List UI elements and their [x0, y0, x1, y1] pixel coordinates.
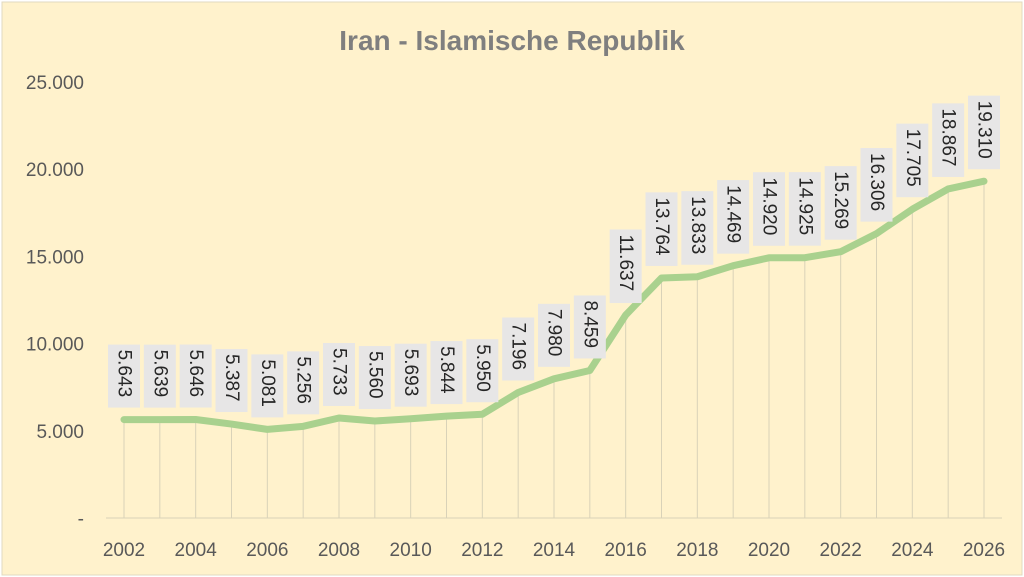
data-label-text: 5.643 [114, 350, 135, 398]
data-label-text: 5.639 [149, 350, 170, 398]
chart-title: Iran - Islamische Republik [339, 25, 685, 56]
data-label: 5.693 [394, 343, 427, 407]
data-label: 13.833 [681, 191, 714, 265]
data-label: 18.867 [932, 103, 965, 177]
data-label-text: 5.387 [221, 354, 242, 402]
x-tick-label: 2026 [963, 540, 1005, 561]
x-tick-label: 2008 [318, 540, 360, 561]
data-label: 17.705 [896, 123, 929, 198]
x-tick-label: 2016 [605, 540, 647, 561]
x-tick-label: 2010 [390, 540, 432, 561]
data-label-box [251, 354, 284, 418]
x-tick-label: 2004 [175, 540, 218, 561]
data-label: 14.925 [788, 172, 821, 246]
data-label-box [573, 295, 606, 359]
y-tick-label: 25.000 [26, 73, 84, 94]
data-label: 11.637 [609, 229, 642, 304]
y-tick-label: 10.000 [26, 335, 84, 356]
data-label-text: 14.925 [794, 177, 815, 235]
data-label-text: 5.733 [329, 348, 350, 396]
x-tick-label: 2018 [676, 540, 718, 561]
data-label-text: 15.269 [830, 171, 851, 229]
data-label: 5.639 [143, 344, 176, 408]
data-label-box [502, 317, 535, 381]
data-label: 15.269 [824, 166, 857, 240]
data-label-text: 5.693 [400, 349, 421, 397]
data-label-box [932, 103, 965, 177]
data-label-text: 5.950 [472, 344, 493, 392]
data-label-text: 8.459 [579, 300, 600, 348]
data-label-box [287, 351, 320, 415]
data-label-box [788, 172, 821, 246]
data-label-box [466, 339, 499, 403]
data-label: 19.310 [968, 95, 1000, 170]
y-tick-label: 15.000 [26, 247, 84, 268]
data-label-box [681, 191, 714, 265]
data-label-box [645, 192, 678, 266]
data-label-text: 5.560 [364, 351, 385, 399]
data-label-box [143, 344, 176, 408]
x-tick-label: 2002 [103, 540, 145, 561]
data-label-box [538, 303, 570, 367]
data-label: 5.844 [430, 341, 463, 405]
data-label-box [609, 229, 642, 304]
y-tick-label: 5.000 [36, 422, 84, 443]
data-label: 7.196 [502, 317, 535, 381]
data-label-box [968, 95, 1000, 170]
y-tick-label: 20.000 [26, 160, 84, 181]
x-tick-label: 2012 [461, 540, 503, 561]
data-label-box [358, 346, 391, 410]
data-label-text: 14.469 [723, 185, 744, 243]
data-label-text: 7.196 [508, 323, 529, 371]
data-label-box [323, 343, 355, 407]
data-label-text: 13.833 [687, 196, 708, 254]
data-label-text: 18.867 [938, 108, 959, 166]
data-label: 7.980 [538, 303, 570, 367]
series-line [120, 177, 988, 433]
data-label: 5.733 [323, 343, 355, 407]
x-tick-label: 2022 [820, 540, 862, 561]
data-label-box [824, 166, 857, 240]
x-tick-label: 2006 [246, 540, 288, 561]
data-label-text: 5.844 [436, 346, 457, 394]
data-label: 8.459 [573, 295, 606, 359]
data-label-text: 16.306 [866, 153, 887, 211]
data-label-box [860, 148, 893, 222]
data-label: 14.469 [717, 180, 750, 254]
data-label-box [179, 344, 212, 408]
data-label-box [215, 349, 248, 413]
data-label-text: 14.920 [759, 177, 780, 235]
x-tick-label: 2014 [533, 540, 576, 561]
data-label-box [896, 123, 929, 198]
data-label-text: 17.705 [902, 129, 923, 187]
data-label: 5.256 [287, 351, 320, 415]
x-tick-label: 2020 [748, 540, 790, 561]
data-label: 5.646 [179, 344, 212, 408]
data-label-text: 5.256 [293, 356, 314, 404]
data-label: 5.643 [108, 344, 140, 408]
x-tick-label: 2024 [891, 540, 934, 561]
y-tick-label: - [78, 509, 84, 530]
data-label: 16.306 [860, 148, 893, 222]
data-label-box [753, 172, 785, 246]
data-label: 5.081 [251, 354, 284, 418]
data-label: 14.920 [753, 172, 785, 246]
data-label: 5.560 [358, 346, 391, 410]
data-label-text: 7.980 [544, 309, 565, 357]
data-label-box [717, 180, 750, 254]
data-label: 5.387 [215, 349, 248, 413]
data-label-text: 13.764 [651, 197, 672, 256]
data-label-box [430, 341, 463, 405]
data-label-text: 5.646 [185, 350, 206, 398]
data-label: 13.764 [645, 192, 678, 266]
data-label: 5.950 [466, 339, 499, 403]
data-label-text: 19.310 [974, 101, 995, 159]
data-label-box [394, 343, 427, 407]
data-label-text: 11.637 [615, 234, 636, 291]
data-label-box [108, 344, 140, 408]
data-label-text: 5.081 [257, 359, 278, 407]
